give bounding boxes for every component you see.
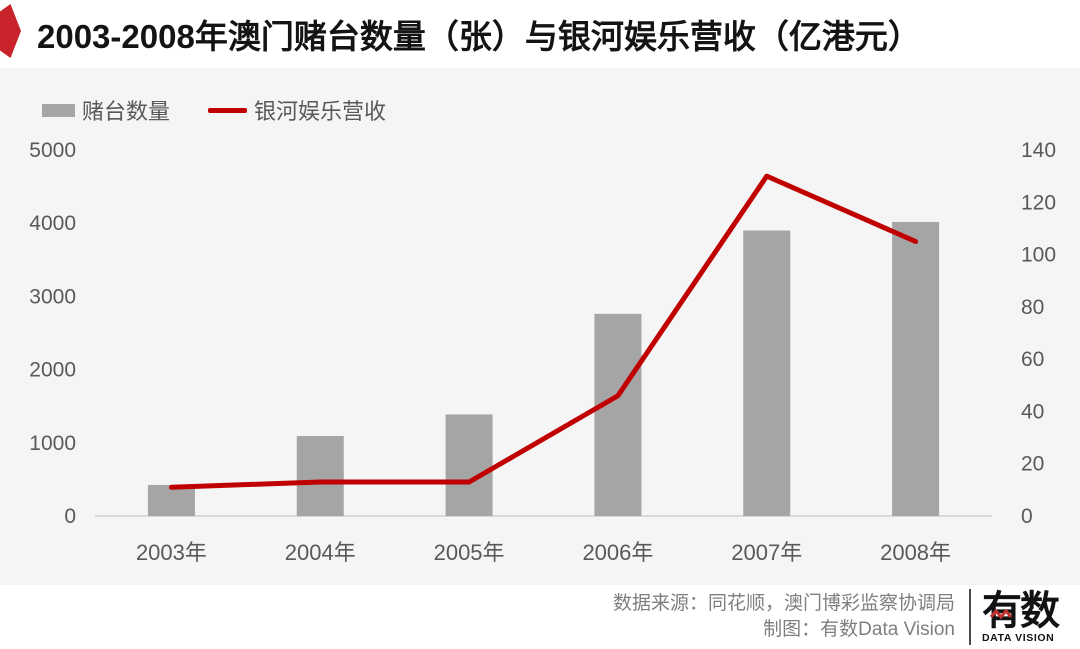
chart-legend: 赌台数量 银河娱乐营收 — [42, 94, 386, 126]
right-axis-tick: 140 — [1021, 139, 1056, 162]
left-axis-tick: 0 — [64, 505, 76, 528]
right-axis-tick: 60 — [1021, 348, 1044, 371]
legend-label-tables: 赌台数量 — [82, 99, 171, 124]
footer-divider — [969, 589, 971, 645]
left-axis-tick: 1000 — [29, 432, 76, 455]
left-axis-tick: 2000 — [29, 359, 76, 382]
right-axis-tick: 20 — [1021, 453, 1044, 476]
x-axis-label: 2005年 — [434, 540, 505, 565]
title-badge-icon — [0, 4, 21, 58]
legend-item-tables: 赌台数量 — [42, 94, 170, 126]
chart-title: 2003-2008年澳门赌台数量（张）与银河娱乐营收（亿港元） — [37, 18, 921, 55]
bar-2006年 — [594, 313, 642, 516]
right-axis-tick: 0 — [1021, 505, 1033, 528]
x-axis-label: 2004年 — [285, 540, 356, 565]
data-source-text: 数据来源：同花顺，澳门博彩监察协调局 — [612, 593, 955, 614]
left-axis-tick: 3000 — [29, 285, 76, 308]
right-axis-tick: 120 — [1021, 191, 1056, 214]
footer-credits: 数据来源：同花顺，澳门博彩监察协调局 制图：有数Data Vision — [613, 591, 955, 643]
legend-label-revenue: 银河娱乐营收 — [254, 99, 387, 124]
left-axis-tick: 4000 — [29, 212, 76, 235]
right-axis-tick: 80 — [1021, 296, 1044, 319]
bar-2003年 — [147, 484, 195, 516]
x-axis-label: 2003年 — [136, 540, 207, 565]
chart-panel: 0 1000 2000 3000 4000 5000 0 20 40 60 80 100 120 140 2… — [0, 68, 1080, 585]
bar-swatch-icon — [42, 103, 75, 117]
logo-zigzag-icon — [990, 608, 1013, 619]
x-axis-label: 2008年 — [880, 540, 951, 565]
revenue-line — [168, 173, 919, 490]
x-axis-label: 2006年 — [582, 540, 653, 565]
legend-item-revenue: 银河娱乐营收 — [208, 94, 386, 126]
right-axis-tick: 40 — [1021, 400, 1044, 423]
bar-2007年 — [743, 230, 791, 516]
left-axis-tick: 5000 — [29, 139, 76, 162]
chart-svg: 0 1000 2000 3000 4000 5000 0 20 40 60 80 100 120 140 2… — [29, 139, 1056, 565]
credit-text: 制图：有数Data Vision — [763, 619, 955, 640]
footer: 数据来源：同花顺，澳门博彩监察协调局 制图：有数Data Vision 有数 D… — [0, 585, 1080, 649]
brand-logo: 有数 DATA VISION — [982, 591, 1060, 644]
x-axis-label: 2007年 — [731, 540, 802, 565]
bar-2004年 — [296, 436, 344, 516]
title-bar: 2003-2008年澳门赌台数量（张）与银河娱乐营收（亿港元） — [0, 0, 1080, 68]
line-swatch-icon — [208, 107, 248, 113]
right-axis-tick: 100 — [1021, 244, 1056, 267]
bar-2008年 — [892, 221, 940, 516]
bar-2005年 — [445, 414, 493, 516]
logo-en-text: DATA VISION — [982, 631, 1055, 644]
